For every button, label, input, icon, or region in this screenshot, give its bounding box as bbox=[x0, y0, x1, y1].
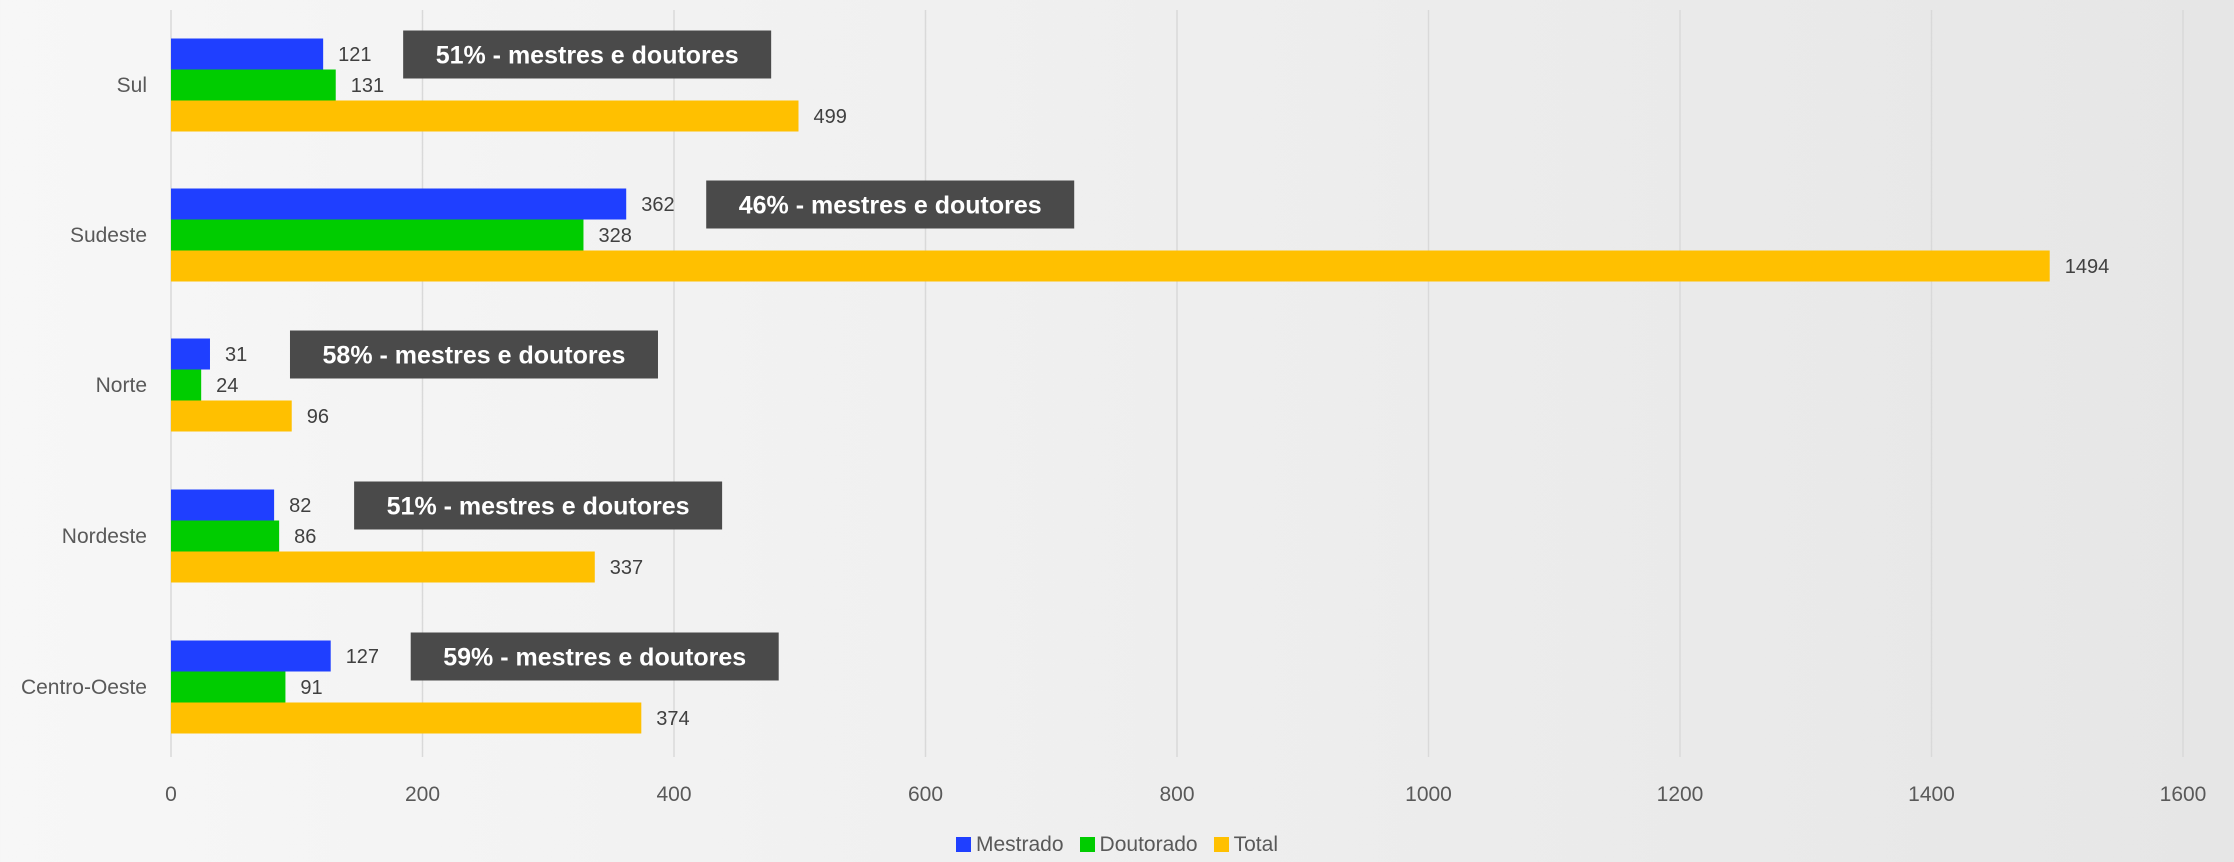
value-label: 121 bbox=[338, 44, 371, 66]
annotation-box bbox=[289, 330, 658, 379]
bar bbox=[171, 489, 275, 521]
bar bbox=[171, 702, 642, 734]
value-label: 82 bbox=[289, 495, 311, 517]
value-label: 362 bbox=[641, 194, 674, 216]
x-tick-label: 600 bbox=[908, 783, 943, 806]
value-label: 86 bbox=[294, 526, 316, 548]
legend-label-doutorado: Doutorado bbox=[1099, 832, 1198, 856]
legend-swatch-mestrado bbox=[956, 837, 971, 852]
bar bbox=[171, 188, 627, 220]
x-tick-label: 400 bbox=[656, 783, 691, 806]
x-tick-label: 800 bbox=[1159, 783, 1194, 806]
bar bbox=[171, 671, 286, 703]
annotation-text: 58% - mestres e doutores bbox=[323, 342, 626, 370]
legend-item-total: Total bbox=[1213, 832, 1278, 857]
x-tick-label: 1600 bbox=[2160, 783, 2207, 806]
bar bbox=[171, 69, 336, 101]
legend-label-total: Total bbox=[1233, 832, 1278, 856]
category-label: Sudeste bbox=[70, 224, 147, 247]
annotation-box bbox=[410, 632, 779, 681]
bar bbox=[171, 520, 280, 552]
bar bbox=[171, 369, 202, 401]
x-tick-label: 1200 bbox=[1657, 783, 1704, 806]
legend-item-mestrado: Mestrado bbox=[956, 833, 1064, 857]
x-tick-label: 0 bbox=[165, 783, 177, 806]
annotation-box bbox=[354, 481, 723, 530]
legend-swatch-doutorado bbox=[1079, 837, 1095, 852]
value-label: 499 bbox=[813, 106, 846, 128]
annotation-text: 59% - mestres e doutores bbox=[443, 644, 746, 672]
annotation-text: 46% - mestres e doutores bbox=[739, 192, 1042, 220]
x-tick-label: 1400 bbox=[1908, 783, 1955, 806]
value-label: 24 bbox=[216, 375, 238, 397]
bar bbox=[171, 100, 799, 132]
category-label: Centro-Oeste bbox=[21, 676, 147, 699]
annotation-text: 51% - mestres e doutores bbox=[387, 493, 690, 521]
x-tick-label: 1000 bbox=[1405, 783, 1452, 806]
value-label: 91 bbox=[300, 677, 322, 699]
x-tick-label: 200 bbox=[405, 783, 440, 806]
bar bbox=[171, 400, 292, 432]
bar bbox=[171, 250, 2050, 282]
legend: Mestrado Doutorado Total bbox=[0, 832, 2234, 857]
legend-label-mestrado: Mestrado bbox=[976, 832, 1064, 856]
value-label: 131 bbox=[351, 75, 384, 97]
bar bbox=[171, 551, 595, 583]
value-label: 1494 bbox=[2065, 256, 2110, 278]
annotation-box bbox=[403, 30, 772, 79]
value-label: 31 bbox=[225, 344, 247, 366]
bar bbox=[171, 640, 331, 672]
value-label: 328 bbox=[598, 225, 631, 247]
value-label: 96 bbox=[307, 406, 329, 428]
annotation-box bbox=[706, 180, 1075, 229]
legend-item-doutorado: Doutorado bbox=[1079, 832, 1198, 857]
category-label: Norte bbox=[96, 374, 147, 397]
value-label: 374 bbox=[656, 708, 689, 730]
value-label: 337 bbox=[610, 557, 643, 579]
legend-swatch-total bbox=[1213, 837, 1229, 852]
category-label: Nordeste bbox=[62, 525, 147, 548]
value-label: 127 bbox=[346, 646, 379, 668]
bar bbox=[171, 338, 210, 370]
category-label: Sul bbox=[117, 74, 147, 97]
bar bbox=[171, 219, 584, 251]
bar bbox=[171, 38, 324, 70]
annotation-text: 51% - mestres e doutores bbox=[436, 42, 739, 70]
